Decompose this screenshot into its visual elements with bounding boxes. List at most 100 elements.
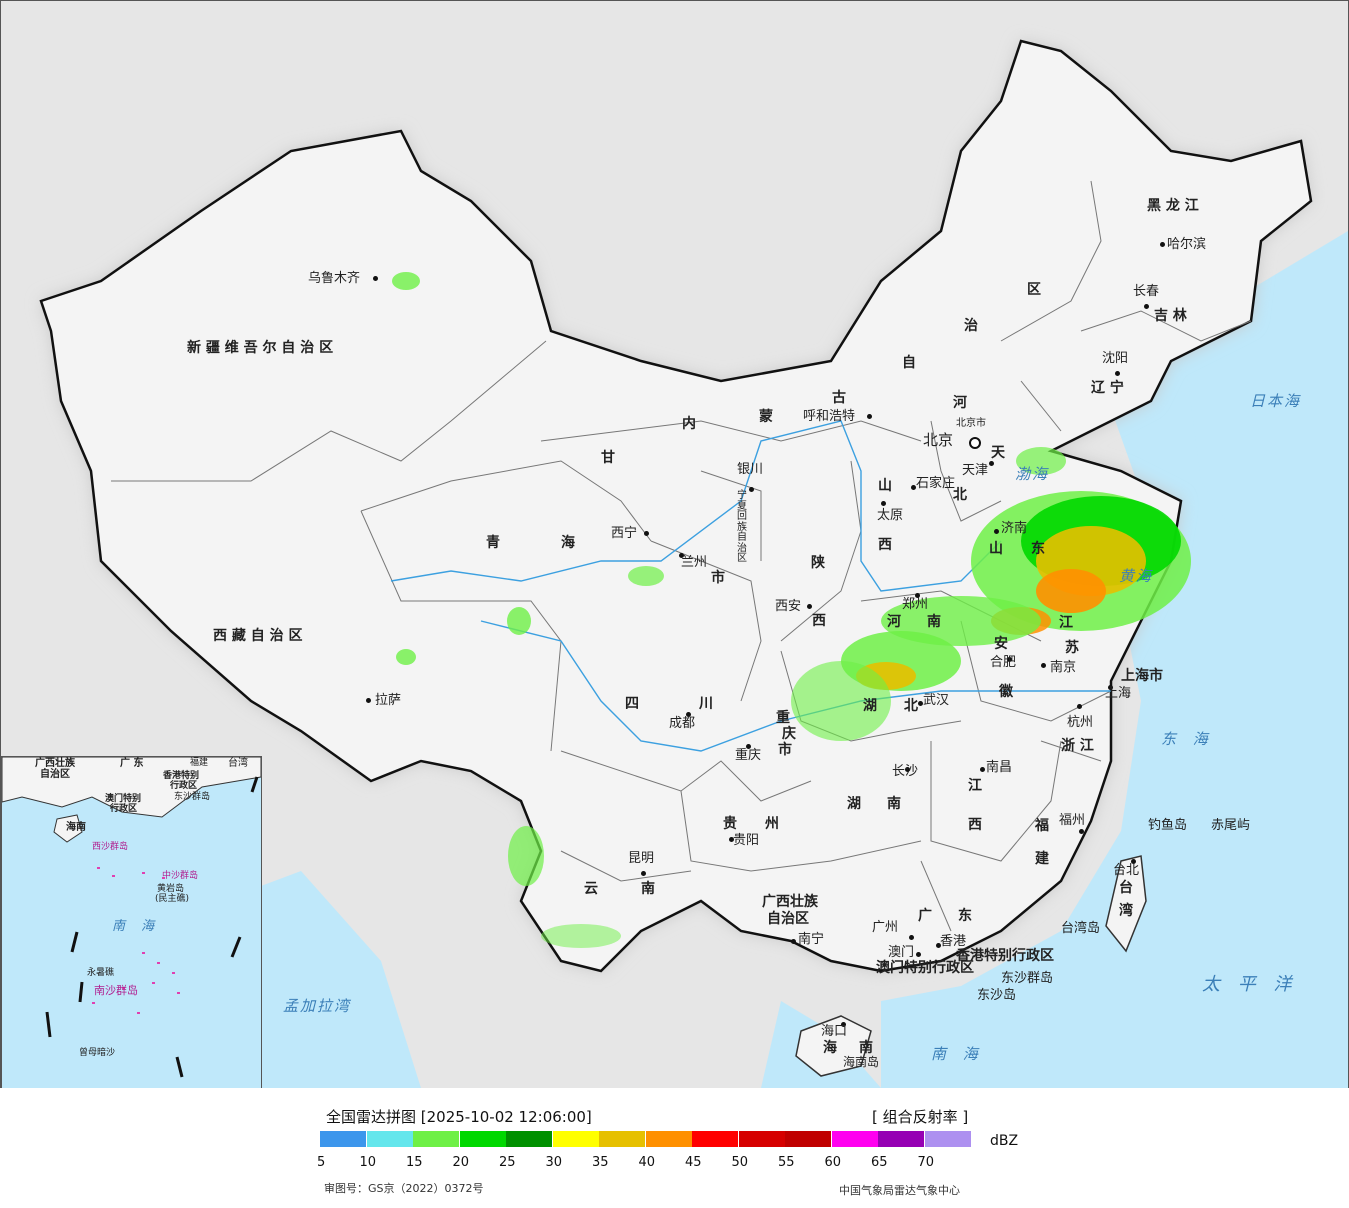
label-heilongjiang: 黑 龙 江 [1147, 198, 1199, 214]
inset-zengmu: 曾母暗沙 [79, 1048, 116, 1058]
taiwan-island [1105, 855, 1147, 953]
label-guangxi-2: 自治区 [767, 911, 809, 927]
label-hainan-2: 南 [859, 1040, 873, 1056]
footer-approval: 审图号：GS京（2022）0372号 [324, 1182, 484, 1195]
legend-swatch [831, 1131, 878, 1147]
legend-tick: 45 [685, 1155, 702, 1170]
label-qinghai-1: 青 [486, 535, 500, 551]
label-sichuan-1: 四 [625, 696, 639, 712]
label-guangxi: 广西壮族 [762, 894, 818, 910]
label-nmg-3: 古 [832, 390, 846, 406]
city-tianjin: 天津 [962, 463, 989, 478]
city-dot-lhasa [366, 698, 371, 703]
legend-swatch [599, 1131, 645, 1147]
city-dot-urumqi [373, 276, 378, 281]
city-lhasa: 拉萨 [375, 693, 402, 708]
legend-tick: 40 [638, 1155, 656, 1170]
city-hangzhou: 杭州 [1067, 715, 1094, 730]
city-changsha: 长沙 [892, 764, 919, 779]
city-dot-changsha [905, 767, 910, 772]
label-taiwan-2: 湾 [1119, 903, 1133, 919]
label-shandong-2: 东 [1031, 541, 1045, 557]
city-dot-chengdu [686, 712, 691, 717]
legend-swatch [506, 1131, 552, 1147]
legend-tick: 55 [778, 1155, 795, 1170]
label-sichuan-2: 川 [699, 696, 713, 712]
city-hohhot: 呼和浩特 [803, 409, 856, 424]
label-shaanxi-1: 陕 [811, 555, 825, 571]
legend-tick: 15 [406, 1155, 423, 1170]
city-dot-macao [916, 952, 921, 957]
label-hunan-1: 湖 [847, 796, 861, 812]
label-yunnan-1: 云 [584, 881, 598, 897]
city-taibei: 台北 [1113, 863, 1140, 878]
city-xining: 西宁 [611, 526, 638, 541]
inset-guangdong: 广 东 [120, 758, 144, 769]
island-diaoyu: 钓鱼岛 [1148, 818, 1188, 833]
label-guizhou-2: 州 [765, 816, 779, 832]
label-liaoning: 辽 宁 [1091, 380, 1124, 396]
label-gansu: 甘 [601, 450, 615, 466]
city-dot-jinan [994, 529, 999, 534]
inset-hk: 香港特别 [163, 771, 200, 781]
legend-swatch [645, 1131, 692, 1147]
city-dot-hangzhou [1077, 704, 1082, 709]
legend-swatch [366, 1131, 413, 1147]
label-beijing-shi: 北京市 [956, 418, 986, 429]
label-fujian-1: 福 [1035, 818, 1049, 834]
city-dot-changchun [1144, 304, 1149, 309]
city-dot-tianjin [989, 461, 994, 466]
label-guizhou-1: 贵 [723, 816, 737, 832]
inset-nanhai: 南 海 [112, 919, 161, 934]
city-harbin: 哈尔滨 [1167, 237, 1207, 252]
legend-swatch [320, 1131, 366, 1147]
legend-product: [ 组合反射率 ] [872, 1108, 969, 1126]
city-dot-yinchuan [749, 487, 754, 492]
city-dot-chongqing [746, 744, 751, 749]
inset-yongshu: 永暑礁 [87, 968, 115, 978]
city-dot-zhengzhou [915, 593, 920, 598]
sea-pacific-label: 太 平 洋 [1202, 974, 1298, 995]
sea-donghai-label: 东 海 [1161, 730, 1214, 748]
city-chengdu: 成都 [669, 716, 696, 731]
inset-dongsha: 东沙群岛 [174, 792, 211, 802]
label-guangdong-2: 东 [958, 908, 972, 924]
map-canvas [39, 39, 1348, 1088]
island-taiwan: 台湾岛 [1061, 921, 1101, 936]
label-hongkong-sar: 香港特别行政区 [956, 948, 1054, 964]
label-henan-1: 河 [887, 614, 901, 630]
map-frame: 新 疆 维 吾 尔 自 治 区 西 藏 自 治 区 青 海 甘 市 四 川 云 … [0, 0, 1349, 1089]
label-hubei-2: 北 [904, 698, 918, 714]
legend-tick: 50 [731, 1155, 749, 1170]
legend-unit: dBZ [990, 1133, 1019, 1149]
city-dot-shijiazhuang [911, 485, 916, 490]
label-hainan-1: 海 [823, 1040, 837, 1056]
legend-swatch [552, 1131, 599, 1147]
label-anhui-2: 徽 [999, 684, 1013, 700]
city-dot-taibei [1131, 859, 1136, 864]
city-dot-lanzhou [679, 553, 684, 558]
city-taiyuan: 太原 [877, 508, 904, 523]
city-dot-guangzhou [909, 935, 914, 940]
city-wuhan: 武汉 [923, 693, 950, 708]
label-tianjin-prov: 天 [991, 445, 1005, 461]
city-xian: 西安 [775, 599, 802, 614]
legend-tick: 30 [545, 1155, 563, 1170]
city-dot-hohhot [867, 414, 872, 419]
inset-macao: 澳门特别 [105, 794, 142, 804]
sea-japan-label: 日本海 [1250, 392, 1302, 410]
inset-taiwan: 台湾 [228, 758, 248, 769]
label-xizang: 西 藏 自 治 区 [213, 628, 303, 644]
inset-macao-2: 行政区 [110, 804, 138, 814]
label-yunnan-2: 南 [641, 881, 655, 897]
inset-canvas [2, 757, 261, 1078]
label-jiangsu-1: 江 [1059, 615, 1073, 631]
inset-zhongsha: 中沙群岛 [162, 871, 199, 881]
city-guiyang: 贵阳 [733, 833, 760, 848]
label-shanghai-shi: 上海市 [1121, 668, 1163, 684]
label-nmg-2: 蒙 [759, 409, 773, 425]
label-shanxi-1: 山 [878, 478, 892, 494]
label-jiangsu-2: 苏 [1065, 640, 1079, 656]
inset-huangyan: 黄岩岛 [157, 884, 185, 894]
legend-tick: 70 [917, 1155, 935, 1170]
